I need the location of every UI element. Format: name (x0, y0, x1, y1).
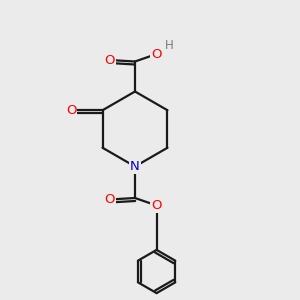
Text: O: O (152, 47, 162, 61)
Text: O: O (104, 53, 115, 67)
Text: O: O (152, 199, 162, 212)
Text: H: H (165, 39, 174, 52)
Text: O: O (66, 104, 76, 117)
Text: N: N (130, 160, 140, 173)
Text: O: O (104, 193, 115, 206)
